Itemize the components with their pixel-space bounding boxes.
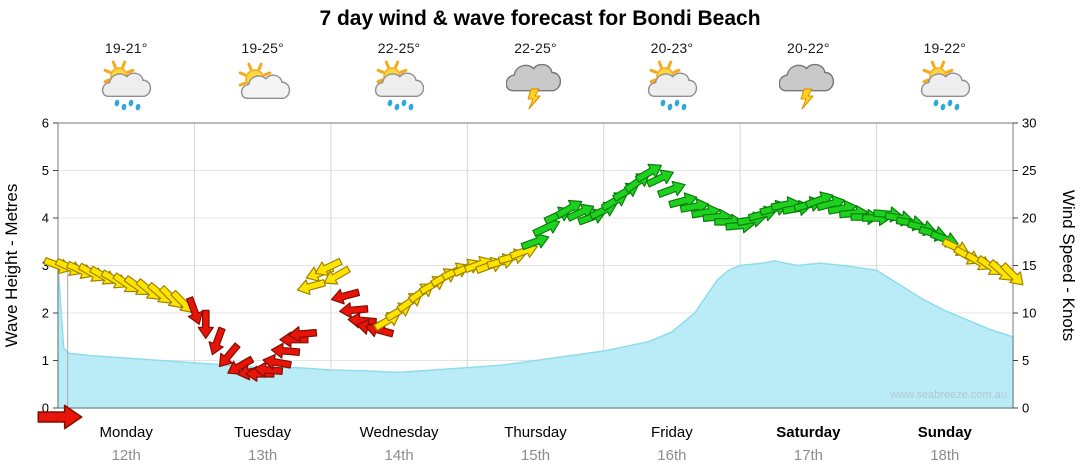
- storm-icon: [778, 63, 835, 110]
- sun-cloud-rain-icon: [374, 60, 425, 111]
- day-temperature-range: 22-25°: [377, 40, 421, 56]
- day-header: 20-22°: [740, 40, 876, 120]
- svg-text:Friday: Friday: [651, 424, 693, 441]
- day-temperature-range: 20-22°: [787, 40, 830, 56]
- svg-text:Tuesday: Tuesday: [234, 424, 291, 441]
- day-temperature-range: 19-25°: [241, 40, 284, 56]
- day-header: 22-25°: [331, 40, 467, 120]
- day-header: 19-22°: [877, 40, 1013, 120]
- day-temperature-range: 20-23°: [650, 40, 694, 56]
- svg-text:4: 4: [42, 211, 49, 226]
- svg-text:5: 5: [42, 163, 49, 178]
- svg-text:1: 1: [42, 353, 49, 368]
- svg-text:17th: 17th: [794, 447, 823, 464]
- svg-text:13th: 13th: [248, 447, 277, 464]
- day-header: 19-21°: [58, 40, 194, 120]
- svg-text:14th: 14th: [384, 447, 413, 464]
- wave-height-area: [57, 260, 1014, 409]
- sun-cloud-rain-icon: [102, 60, 152, 111]
- wind-direction-arrows: [43, 163, 1024, 382]
- left-axis-title: Wave Height - Metres: [2, 184, 21, 348]
- day-temperature-range: 19-21°: [104, 40, 148, 56]
- svg-text:Wednesday: Wednesday: [360, 424, 439, 441]
- svg-text:Thursday: Thursday: [504, 424, 567, 441]
- day-temperature-range: 22-25°: [514, 40, 557, 56]
- svg-text:15: 15: [1022, 258, 1036, 273]
- svg-text:0: 0: [42, 401, 49, 416]
- svg-text:20: 20: [1022, 211, 1036, 226]
- day-header: 19-25°: [194, 40, 330, 120]
- svg-text:0: 0: [1022, 401, 1029, 416]
- svg-text:10: 10: [1022, 306, 1036, 321]
- sun-cloud-rain-icon: [647, 60, 698, 111]
- svg-text:3: 3: [42, 258, 49, 273]
- svg-text:Saturday: Saturday: [776, 424, 841, 441]
- day-header: 20-23°: [604, 40, 740, 120]
- right-axis-ticks: 0 5 10 15 20 25 30: [1013, 116, 1036, 416]
- storm-icon: [506, 63, 562, 110]
- sun-cloud-icon: [238, 62, 290, 100]
- left-axis-ticks: 0 1 2 3 4 5 6: [42, 116, 58, 416]
- current-wind-arrow: [37, 404, 83, 430]
- svg-text:6: 6: [42, 116, 49, 131]
- svg-text:2: 2: [42, 306, 49, 321]
- svg-text:25: 25: [1022, 163, 1036, 178]
- svg-text:Sunday: Sunday: [918, 424, 973, 441]
- svg-text:16th: 16th: [657, 447, 686, 464]
- sun-cloud-rain-icon: [920, 60, 970, 111]
- svg-text:12th: 12th: [112, 447, 141, 464]
- day-temperature-range: 19-22°: [923, 40, 967, 56]
- svg-text:15th: 15th: [521, 447, 550, 464]
- x-axis-day-labels: Monday 12th Tuesday 13th Wednesday 14th Thursd…: [100, 424, 973, 464]
- svg-text:30: 30: [1022, 116, 1036, 131]
- svg-text:18th: 18th: [930, 447, 959, 464]
- page-title: 7 day wind & wave forecast for Bondi Bea…: [319, 7, 761, 30]
- day-header: 22-25°: [467, 40, 603, 120]
- right-axis-title: Wind Speed - Knots: [1059, 190, 1078, 341]
- svg-text:Monday: Monday: [100, 424, 154, 441]
- svg-text:5: 5: [1022, 353, 1029, 368]
- watermark: www.seabreeze.com.au: [889, 389, 1007, 401]
